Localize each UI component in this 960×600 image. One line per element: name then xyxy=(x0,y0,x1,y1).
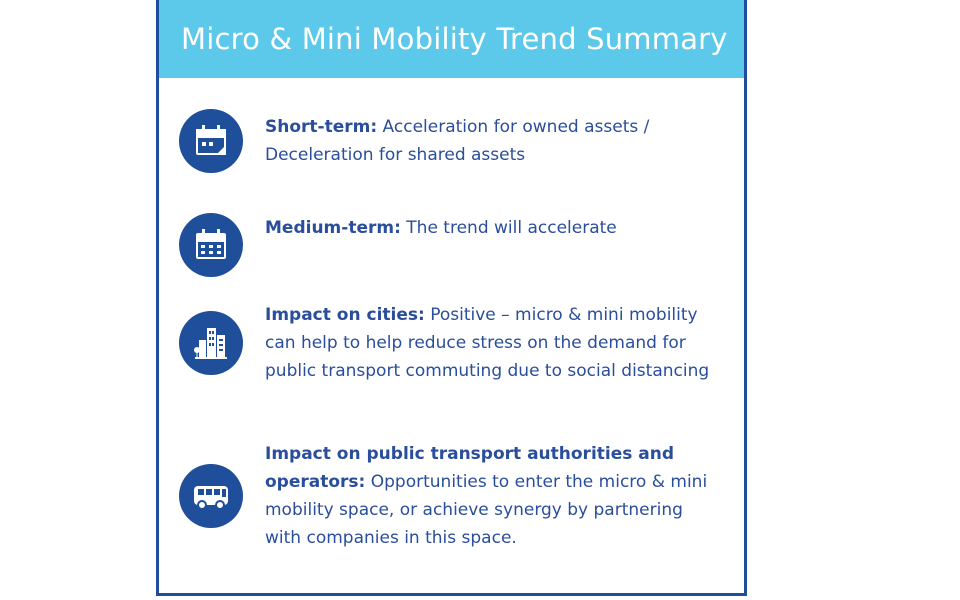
bus-icon xyxy=(179,464,243,528)
item-label: Impact on public transport authorities a… xyxy=(265,444,675,492)
item-label: Impact on cities: xyxy=(265,305,425,325)
item-text: Opportunities to enter the micro & mini … xyxy=(265,472,708,548)
city-buildings-icon xyxy=(179,311,243,375)
card-title: Micro & Mini Mobility Trend Summary xyxy=(181,22,728,56)
item-label: Short-term: xyxy=(265,117,378,137)
summary-item-medium-term: Medium-term: The trend will accelerate xyxy=(179,213,720,277)
calendar-icon xyxy=(179,213,243,277)
item-text: Positive – micro & mini mobility can hel… xyxy=(265,305,710,381)
summary-item-impact-pt: Impact on public transport authorities a… xyxy=(179,440,720,552)
summary-item-impact-cities: Impact on cities: Positive – micro & min… xyxy=(179,301,720,385)
calendar-icon xyxy=(179,109,243,173)
summary-item-short-term: Short-term: Acceleration for owned asset… xyxy=(179,109,720,173)
item-text: Acceleration for owned assets / Decelera… xyxy=(265,117,650,165)
item-text: The trend will accelerate xyxy=(400,218,617,238)
item-label: Medium-term: xyxy=(265,218,401,238)
card-header: Micro & Mini Mobility Trend Summary xyxy=(159,0,744,78)
trend-summary-card: Micro & Mini Mobility Trend Summary Shor… xyxy=(156,0,747,596)
